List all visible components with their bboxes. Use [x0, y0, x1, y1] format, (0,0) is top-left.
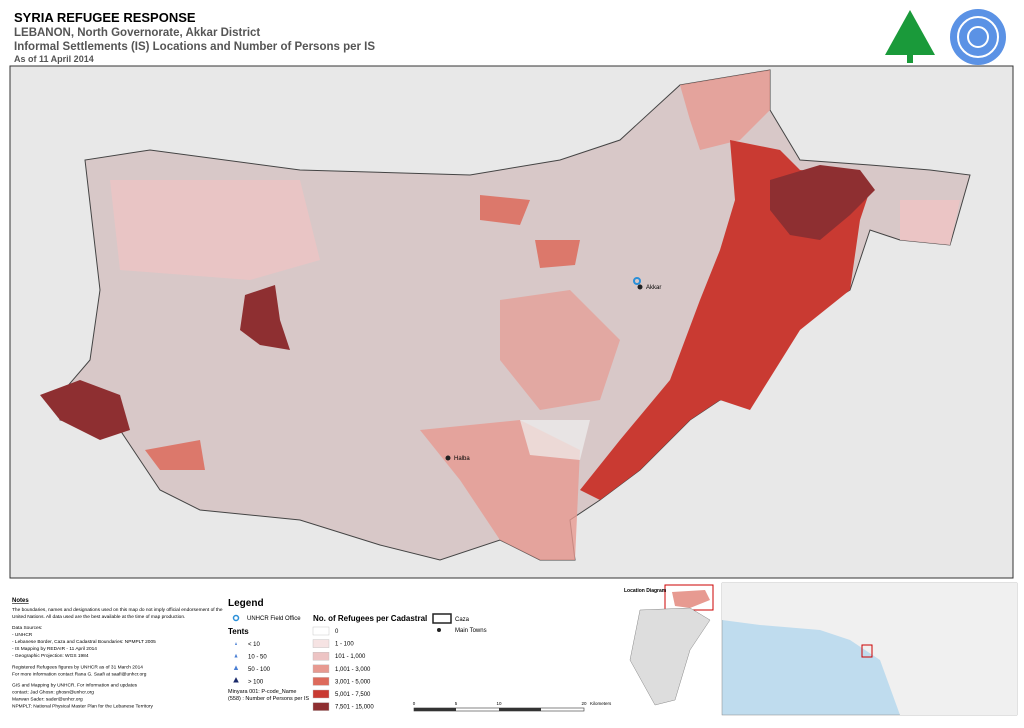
- legend-label: UNHCR Field Office: [247, 616, 301, 622]
- scale-label: 20: [581, 701, 587, 706]
- note-line: - Geographic Projection: WGS 1984: [12, 653, 89, 659]
- tent-icon: [234, 653, 238, 658]
- legend-title: Legend: [228, 598, 264, 609]
- class-swatch: [312, 652, 330, 661]
- subtitle: LEBANON, North Governorate, Akkar Distri…: [14, 27, 260, 39]
- scale-label: 10: [496, 701, 502, 706]
- scale-label: 0: [413, 701, 416, 706]
- note-line: - Lebanese Border, Caza and Cadastral Bo…: [12, 639, 156, 645]
- inset-title: Location Diagram: [624, 588, 667, 594]
- legend-label: 3,001 - 5,000: [335, 679, 371, 685]
- class-swatch: [312, 639, 330, 648]
- notes-title: Notes: [12, 598, 29, 604]
- map-frame: Halba Akkar: [9, 65, 1014, 579]
- title: SYRIA REFUGEE RESPONSE: [14, 10, 196, 25]
- location-diagram: Location Diagram: [624, 582, 1018, 716]
- class-swatch: [312, 664, 330, 673]
- legend-label: (558) : Number of Persons per IS: [228, 696, 309, 702]
- legend-label: 5,001 - 7,500: [335, 692, 371, 698]
- note-line: Registered Refugees figures by UNHCR as …: [12, 664, 143, 670]
- note-line: NPMPLT: National Physical Master Plan fo…: [12, 704, 153, 710]
- legend-label: Main Towns: [455, 628, 487, 634]
- legend-label: 7,501 - 15,000: [335, 705, 374, 711]
- town-marker: [445, 455, 451, 461]
- scale-unit: Kilometers: [590, 701, 612, 706]
- legend: Legend UNHCR Field Office Tents < 10 10 - 50…: [228, 598, 487, 711]
- note-line: United Nations. All data used are the be…: [12, 614, 185, 620]
- legend-subtitle: Tents: [228, 627, 249, 636]
- class-swatch: [312, 689, 330, 699]
- legend-label: 1,001 - 3,000: [335, 667, 371, 673]
- legend-label: 0: [335, 629, 339, 635]
- class-swatch: [312, 626, 330, 636]
- legend-label: Minyara 001: P-code_Name: [228, 689, 296, 695]
- class-swatch: [312, 702, 330, 711]
- scale-label: 5: [455, 701, 458, 706]
- note-line: The boundaries, names and designations u…: [12, 607, 223, 613]
- town-label: Halba: [454, 456, 470, 462]
- legend-label: 101 - 1,000: [335, 654, 366, 660]
- town-label: Akkar: [646, 285, 661, 291]
- town-icon: [437, 628, 441, 632]
- scale-labels: 0 5 10 20 Kilometers: [413, 701, 612, 706]
- note-line: - UNHCR: [12, 632, 33, 638]
- legend-subtitle: No. of Refugees per Cadastral: [313, 614, 427, 623]
- note-line: Data Sources:: [12, 625, 42, 631]
- note-line: Marwan Sader: sader@unhcr.org: [12, 697, 83, 703]
- scale-bar: [413, 707, 585, 712]
- legend-label: > 100: [248, 680, 264, 686]
- legend-label: 50 - 100: [248, 667, 271, 673]
- note-line: contact: Jad Ghosn: ghosn@unhcr.org: [12, 690, 94, 696]
- note-line: - IS Mapping by REDAIR - 11 April 2014: [12, 646, 97, 652]
- cedar-logo: [885, 10, 935, 63]
- notes: Notes The boundaries, names and designati…: [12, 598, 223, 710]
- legend-label: 10 - 50: [248, 655, 267, 661]
- town-marker: [637, 284, 643, 290]
- tent-icon: [233, 665, 239, 670]
- caza-swatch: [432, 613, 452, 624]
- note-line: GIS and Mapping by UNHCR. For informatio…: [12, 683, 138, 689]
- tent-icon: [235, 642, 237, 645]
- un-logo: [950, 9, 1006, 65]
- tent-icon: [233, 677, 239, 683]
- date: As of 11 April 2014: [14, 54, 94, 64]
- legend-label: 1 - 100: [335, 642, 354, 648]
- legend-label: Caza: [455, 617, 470, 623]
- field-office-icon: [232, 614, 240, 622]
- note-line: For more information contact Rana G. Saa…: [12, 671, 147, 677]
- legend-label: < 10: [248, 642, 261, 648]
- subtitle: Informal Settlements (IS) Locations and …: [14, 41, 375, 53]
- class-swatch: [312, 677, 330, 686]
